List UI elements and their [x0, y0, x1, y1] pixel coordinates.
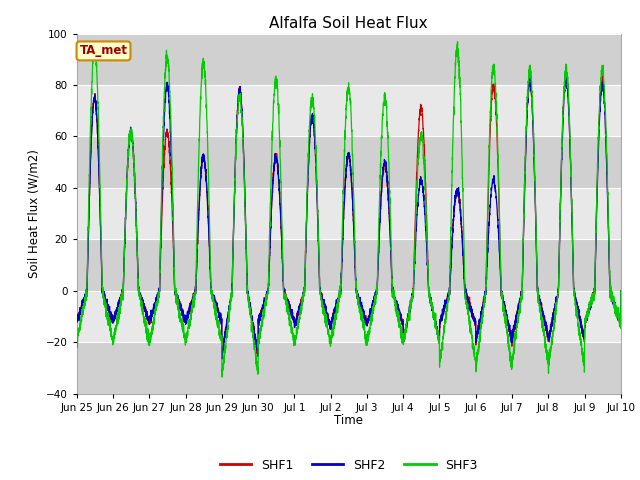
SHF1	[471, 318, 479, 324]
SHF2	[441, 303, 449, 309]
SHF1	[254, 353, 262, 359]
Bar	[77, 240, 621, 291]
SHF2	[218, 356, 226, 362]
SHF2	[617, 288, 625, 294]
SHF3	[171, 278, 179, 284]
SHF2	[526, 73, 534, 79]
Bar	[77, 291, 621, 342]
SHF3	[329, 332, 337, 337]
Bar	[77, 342, 621, 394]
SHF1	[329, 314, 337, 320]
Line: SHF1: SHF1	[77, 74, 621, 356]
Line: SHF2: SHF2	[77, 76, 621, 359]
Bar	[77, 85, 621, 136]
SHF2	[329, 315, 337, 321]
SHF2	[471, 321, 479, 326]
SHF3	[73, 338, 81, 344]
SHF3	[454, 39, 461, 45]
Line: SHF3: SHF3	[77, 42, 621, 377]
SHF1	[73, 315, 81, 321]
SHF2	[171, 281, 179, 287]
Bar	[77, 136, 621, 188]
Text: TA_met: TA_met	[79, 44, 127, 58]
Bar	[77, 188, 621, 240]
SHF2	[73, 319, 81, 324]
Legend: SHF1, SHF2, SHF3: SHF1, SHF2, SHF3	[214, 454, 483, 477]
SHF3	[617, 288, 625, 294]
SHF1	[502, 309, 509, 314]
SHF3	[502, 324, 509, 329]
SHF2	[502, 310, 509, 315]
SHF1	[171, 282, 179, 288]
SHF1	[617, 288, 625, 294]
SHF1	[616, 320, 624, 326]
SHF3	[616, 320, 624, 326]
SHF2	[616, 317, 624, 323]
SHF1	[441, 302, 449, 308]
SHF3	[218, 374, 226, 380]
X-axis label: Time: Time	[334, 414, 364, 427]
SHF1	[562, 71, 570, 77]
SHF3	[471, 354, 479, 360]
Y-axis label: Soil Heat Flux (W/m2): Soil Heat Flux (W/m2)	[28, 149, 40, 278]
SHF3	[441, 324, 449, 330]
Title: Alfalfa Soil Heat Flux: Alfalfa Soil Heat Flux	[269, 16, 428, 31]
Bar	[77, 34, 621, 85]
